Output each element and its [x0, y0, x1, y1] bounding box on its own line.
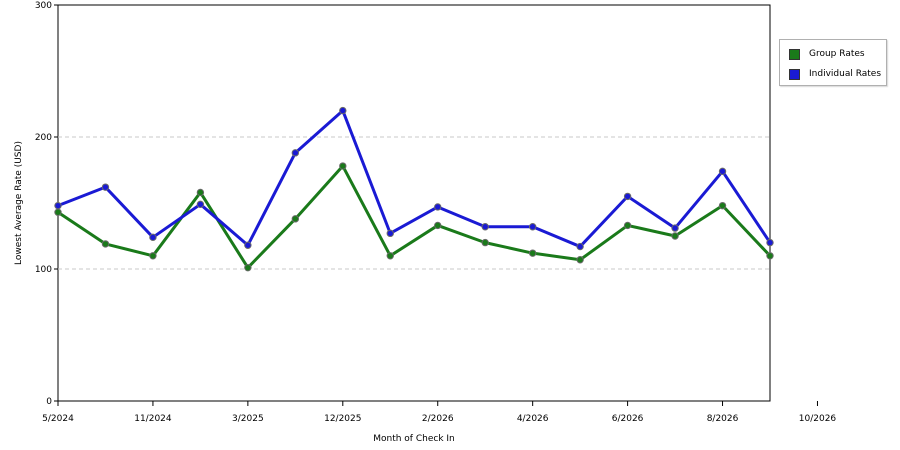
data-point[interactable] — [671, 224, 679, 232]
data-point[interactable] — [244, 241, 252, 249]
x-tick-label: 10/2026 — [799, 414, 837, 424]
x-axis-title: Month of Check In — [373, 434, 455, 444]
data-point[interactable] — [718, 201, 727, 210]
legend: Group Rates Individual Rates — [779, 39, 887, 86]
data-point[interactable] — [54, 208, 62, 216]
y-tick-label: 100 — [35, 265, 52, 275]
data-point[interactable] — [623, 221, 632, 230]
data-point[interactable] — [671, 232, 679, 240]
legend-item-individual-rates: Individual Rates — [789, 67, 881, 81]
plot-area — [57, 4, 771, 402]
data-point[interactable] — [101, 240, 110, 248]
data-point[interactable] — [434, 203, 442, 211]
legend-item-group-rates: Group Rates — [789, 47, 865, 61]
data-point[interactable] — [149, 252, 157, 260]
data-point[interactable] — [54, 201, 62, 210]
data-point[interactable] — [339, 162, 347, 170]
data-point[interactable] — [196, 188, 205, 197]
x-tick-label: 2/2026 — [422, 414, 454, 424]
data-point[interactable] — [386, 252, 394, 260]
legend-swatch-individual-rates — [789, 68, 800, 80]
legend-swatch-group-rates — [789, 48, 800, 60]
data-point[interactable] — [576, 256, 584, 264]
series-group-rates — [54, 162, 774, 272]
data-point[interactable] — [623, 192, 632, 201]
data-point[interactable] — [101, 183, 110, 191]
x-tick-label: 8/2026 — [707, 414, 739, 424]
data-point[interactable] — [291, 215, 300, 223]
x-tick-label: 12/2025 — [324, 414, 361, 424]
data-point[interactable] — [576, 242, 584, 251]
data-point[interactable] — [528, 223, 537, 231]
y-tick-label: 200 — [35, 133, 52, 143]
data-point[interactable] — [339, 106, 347, 115]
data-point[interactable] — [528, 249, 537, 257]
data-point[interactable] — [766, 252, 774, 260]
x-tick-label: 11/2024 — [134, 414, 172, 424]
y-tick-label: 300 — [35, 1, 52, 11]
series-individual-rates — [54, 106, 774, 251]
data-point[interactable] — [196, 200, 205, 209]
data-point[interactable] — [481, 238, 489, 247]
x-tick-label: 4/2026 — [517, 414, 549, 424]
axes: 0 100 200 300 5/2024 11/2024 3/2025 12/2025 2/20… — [35, 1, 837, 424]
data-point[interactable] — [718, 167, 727, 176]
y-tick-label: 0 — [46, 397, 52, 407]
plot-border — [57, 4, 771, 402]
x-tick-label: 6/2026 — [612, 414, 644, 424]
x-tick-label: 3/2025 — [232, 414, 264, 424]
series-line — [57, 164, 772, 270]
y-axis-title: Lowest Average Rate (USD) — [14, 141, 24, 265]
legend-label-group-rates: Group Rates — [809, 49, 865, 59]
data-point[interactable] — [766, 238, 774, 247]
legend-label-individual-rates: Individual Rates — [809, 69, 882, 79]
series-layer — [54, 106, 774, 272]
data-point[interactable] — [149, 233, 157, 242]
data-point[interactable] — [244, 263, 252, 272]
x-tick-label: 5/2024 — [42, 414, 74, 424]
data-point[interactable] — [481, 223, 489, 231]
data-point[interactable] — [291, 149, 300, 157]
data-point[interactable] — [386, 229, 394, 238]
series-line — [57, 109, 772, 249]
data-point[interactable] — [434, 221, 442, 230]
